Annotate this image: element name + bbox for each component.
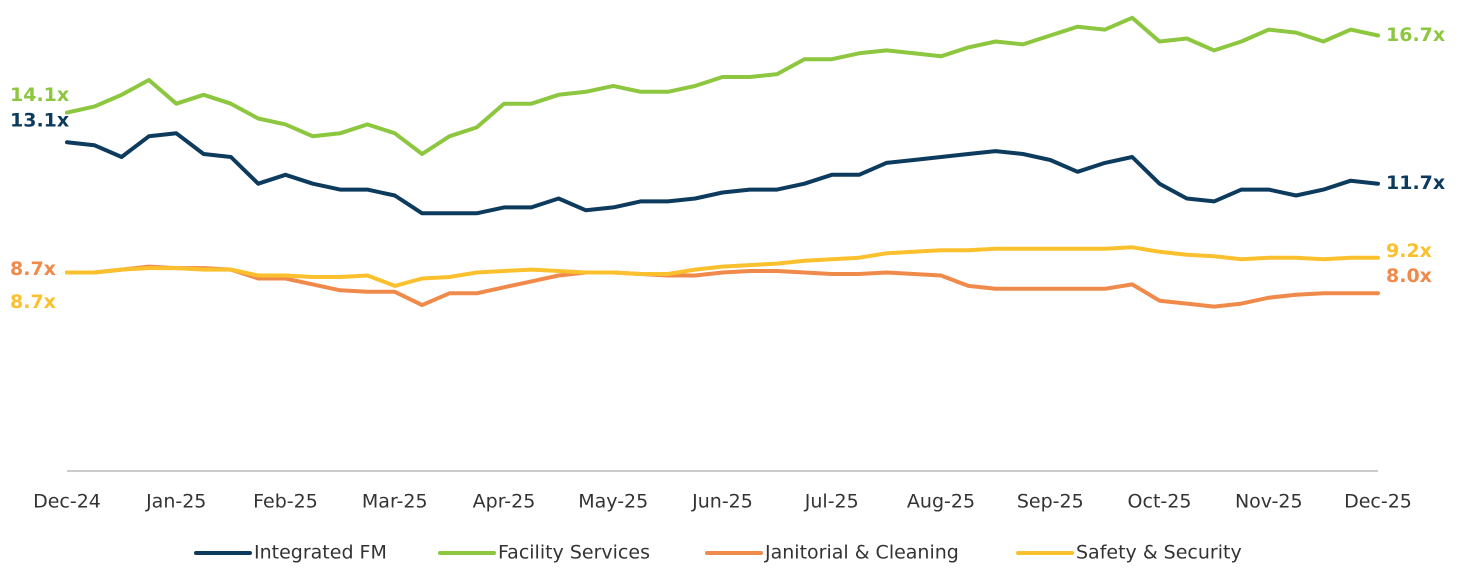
- x-tick-label: Jun-25: [691, 491, 753, 513]
- x-tick-label: Aug-25: [907, 491, 975, 513]
- x-tick-label: Feb-25: [253, 491, 318, 513]
- start-label: 13.1x: [10, 110, 69, 132]
- series-line: [67, 267, 1378, 307]
- end-label: 16.7x: [1386, 24, 1445, 46]
- start-label: 8.7x: [10, 258, 56, 280]
- legend-label: Janitorial & Cleaning: [764, 542, 959, 564]
- end-label: 11.7x: [1386, 172, 1445, 194]
- series-line: [67, 133, 1378, 213]
- x-tick-label: Apr-25: [473, 491, 536, 513]
- legend-label: Integrated FM: [254, 542, 387, 564]
- series-line: [67, 18, 1378, 154]
- x-tick-label: Oct-25: [1128, 491, 1192, 513]
- x-tick-label: May-25: [578, 491, 648, 513]
- legend-label: Facility Services: [498, 542, 650, 564]
- x-tick-label: Mar-25: [362, 491, 428, 513]
- chart: Dec-24 Jan-25 Feb-25 Mar-25 Apr-25 May-25 Jun-…: [0, 0, 1458, 569]
- end-label: 9.2x: [1386, 240, 1432, 262]
- x-tick-label: Sep-25: [1017, 491, 1084, 513]
- legend-label: Safety & Security: [1076, 542, 1242, 564]
- x-tick-label: Jan-25: [145, 491, 206, 513]
- start-label: 8.7x: [10, 291, 56, 313]
- x-tick-label: Dec-25: [1344, 491, 1412, 513]
- x-tick-label: Nov-25: [1235, 491, 1303, 513]
- start-label: 14.1x: [10, 84, 69, 106]
- x-tick-label: Dec-24: [33, 491, 101, 513]
- x-tick-label: Jul-25: [804, 491, 859, 513]
- end-label: 8.0x: [1386, 265, 1432, 287]
